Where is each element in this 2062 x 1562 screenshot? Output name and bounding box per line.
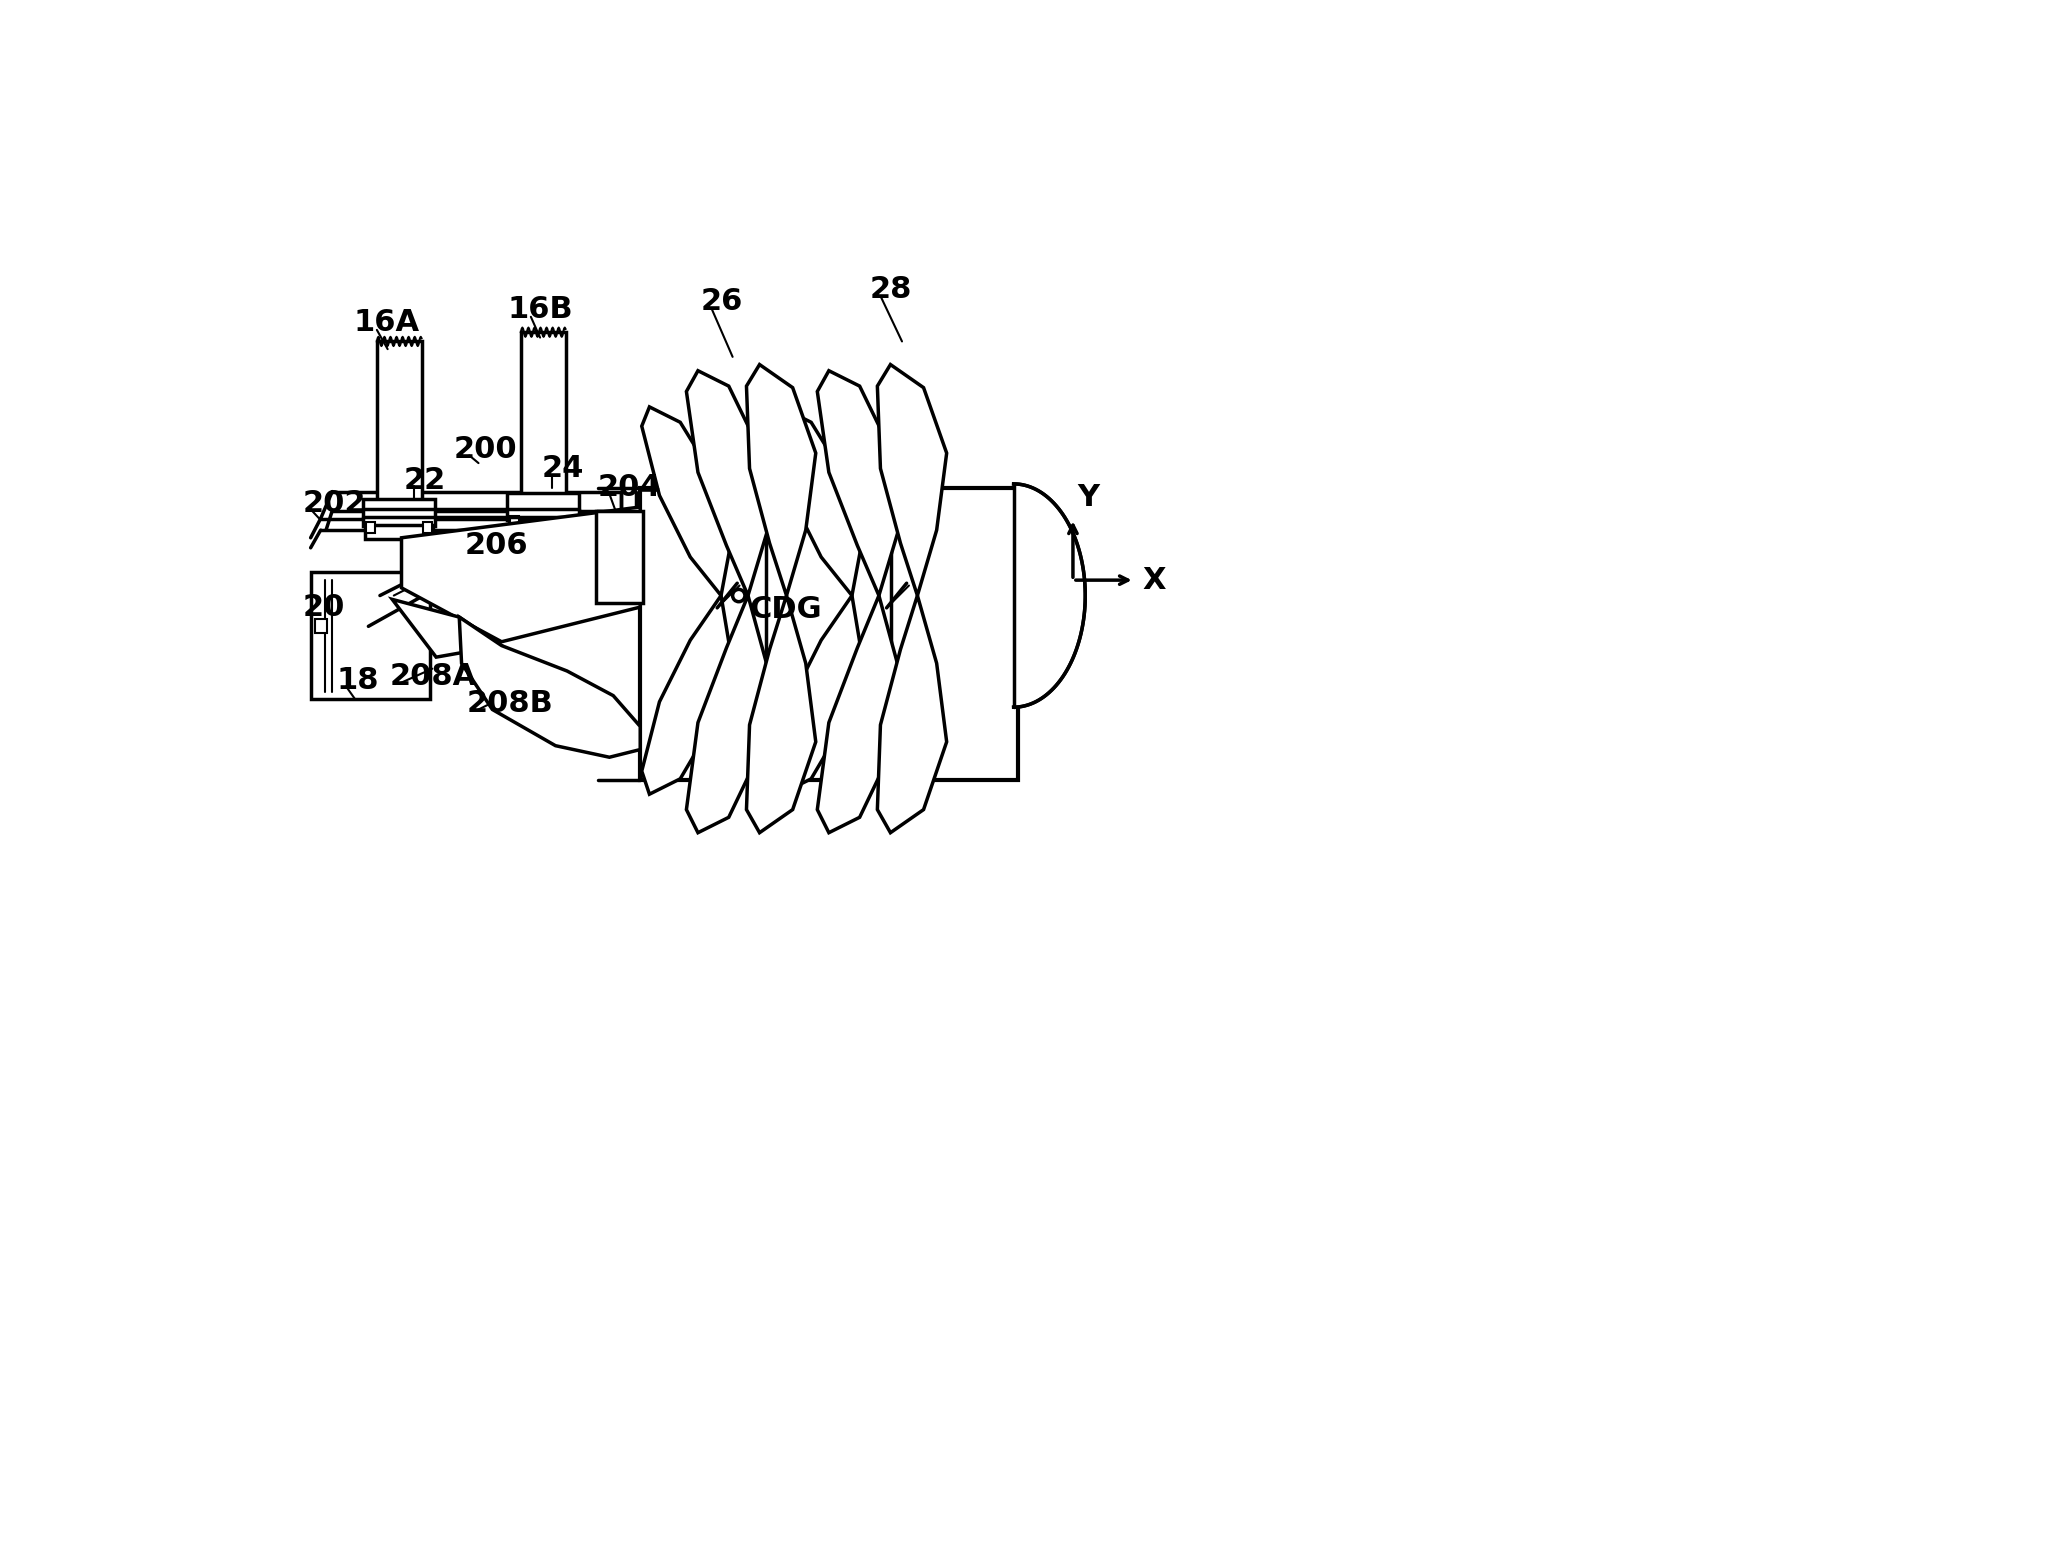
Polygon shape [687,370,771,595]
Text: 24: 24 [542,455,584,483]
Text: 208A: 208A [390,662,476,690]
Text: 18: 18 [336,665,379,695]
Bar [365,525,433,539]
Text: 204: 204 [598,473,662,503]
Bar [567,515,575,526]
Polygon shape [746,595,817,833]
Text: Y: Y [1078,483,1099,512]
Polygon shape [817,370,901,595]
Bar [367,522,375,533]
Polygon shape [687,595,771,833]
Bar [507,494,579,520]
Text: 20: 20 [303,592,344,622]
Polygon shape [876,364,946,595]
Bar [315,619,326,633]
Bar [522,333,565,497]
Polygon shape [1015,484,1085,708]
Text: 208B: 208B [466,689,555,719]
Polygon shape [773,406,864,595]
Polygon shape [817,595,901,833]
Bar [311,572,431,700]
Text: 16A: 16A [355,308,421,337]
Bar [377,342,421,503]
Polygon shape [641,406,732,595]
Text: CDG: CDG [751,595,823,623]
Bar [639,487,1017,781]
Bar [596,511,643,603]
Text: 26: 26 [701,287,742,316]
Text: 22: 22 [404,465,445,495]
Polygon shape [876,595,946,833]
Polygon shape [746,364,817,595]
Text: 28: 28 [870,275,911,305]
Text: 16B: 16B [507,295,573,323]
Text: 200: 200 [454,434,518,464]
Bar [598,511,639,587]
Text: 202: 202 [303,489,367,517]
Bar [423,522,433,533]
Text: 206: 206 [464,531,528,561]
Bar [363,500,435,526]
Polygon shape [460,617,639,758]
Bar [509,519,577,533]
Polygon shape [392,600,501,658]
Polygon shape [641,595,732,793]
Polygon shape [402,508,639,642]
Text: X: X [1142,565,1165,595]
Polygon shape [773,595,864,793]
Bar [509,515,520,526]
